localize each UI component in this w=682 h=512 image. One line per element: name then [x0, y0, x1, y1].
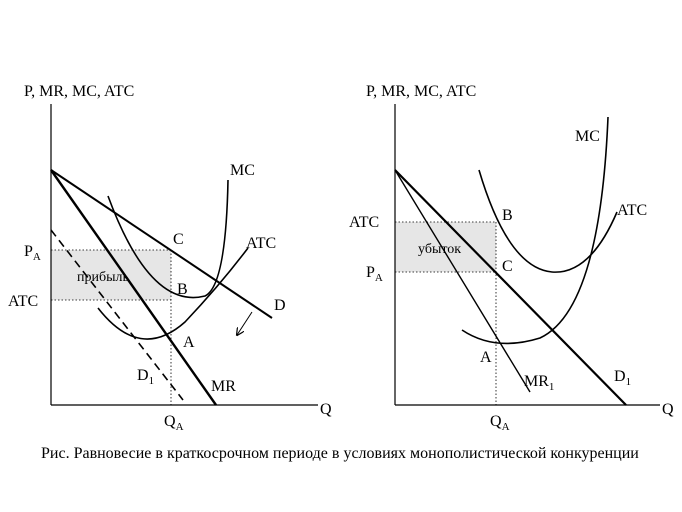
right-mc-label: MC — [575, 128, 600, 145]
right-atc-curve — [478, 169, 618, 273]
left-d1-curve — [50, 229, 184, 401]
left-x-axis-label: Q — [320, 401, 332, 418]
left-qa-label: QA — [164, 413, 184, 433]
left-atc-axis-label: ATC — [8, 293, 38, 310]
left-mr-label: MR — [211, 378, 236, 395]
left-d-label: D — [274, 297, 286, 314]
left-mr-curve — [50, 169, 217, 406]
left-pa-label: PA — [24, 243, 41, 263]
left-atc-curve — [97, 247, 249, 340]
figure-caption: Рис. Равновесие в краткосрочном периоде … — [41, 445, 639, 462]
right-loss-region — [395, 222, 496, 272]
left-atc-curve-label: ATC — [246, 235, 276, 252]
left-profit-label: прибыль — [77, 270, 129, 285]
right-point-b-label: B — [502, 207, 513, 224]
right-mr1-curve — [394, 169, 531, 393]
left-graph: P, MR, MC, ATC Q MC ATC D MR D1 PA ATC Q… — [8, 83, 332, 433]
left-y-axis-label: P, MR, MC, ATC — [24, 83, 134, 100]
right-mr1-label: MR1 — [524, 373, 554, 393]
right-d1-label: D1 — [614, 368, 631, 388]
right-pa-label: PA — [366, 264, 383, 284]
right-atc-axis-label: ATC — [349, 214, 379, 231]
left-point-c-label: C — [173, 231, 184, 248]
right-mc-curve — [461, 116, 609, 345]
right-loss-label: убыток — [418, 242, 461, 257]
right-point-a-label: A — [480, 349, 492, 366]
right-d1-curve — [394, 169, 627, 406]
right-qa-label: QA — [490, 413, 510, 433]
right-y-axis-label: P, MR, MC, ATC — [366, 83, 476, 100]
left-mc-label: MC — [230, 162, 255, 179]
right-x-axis-label: Q — [662, 401, 674, 418]
left-demand-curve — [50, 169, 273, 319]
right-atc-curve-label: ATC — [617, 202, 647, 219]
left-mc-curve — [107, 179, 229, 299]
left-shift-arrow — [237, 311, 253, 335]
left-d1-label: D1 — [137, 367, 154, 387]
right-point-c-label: C — [502, 258, 513, 275]
right-graph: P, MR, MC, ATC Q MC ATC D1 MR1 ATC PA QA… — [349, 83, 674, 433]
left-point-a-label: A — [183, 334, 195, 351]
left-point-b-label: B — [177, 281, 188, 298]
